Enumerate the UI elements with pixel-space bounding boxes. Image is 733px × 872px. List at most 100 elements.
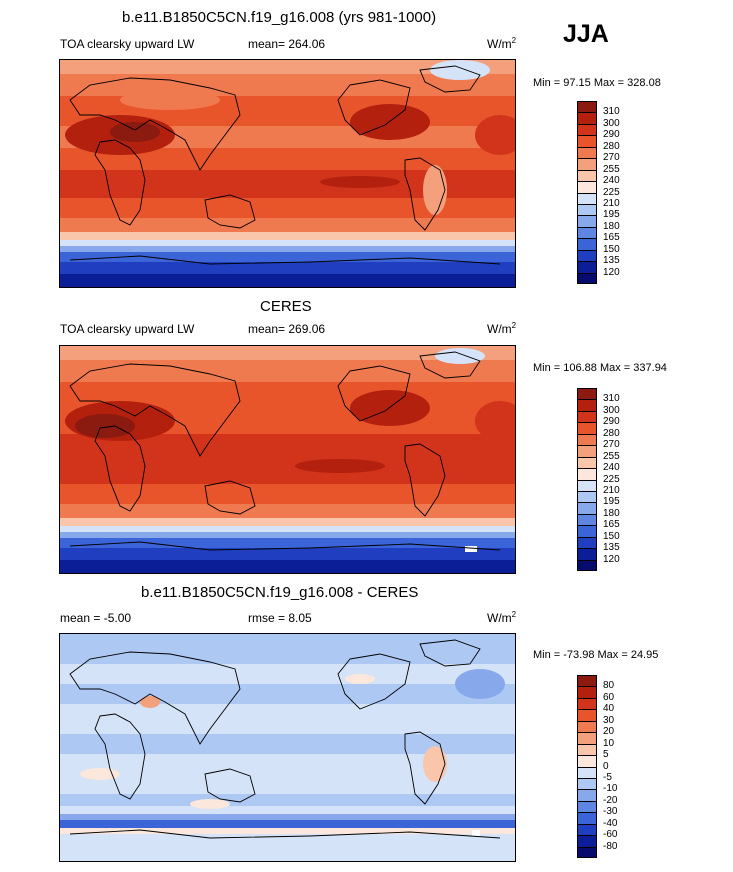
colorbar-tick-label: 150: [603, 530, 620, 542]
colorbar-swatch: [577, 490, 597, 503]
colorbar-tick-label: 255: [603, 163, 620, 175]
colorbar-tick-label: 195: [603, 496, 620, 508]
panel3-mean-label: mean = -5.00: [60, 611, 132, 625]
panel2-title: CERES: [260, 298, 312, 315]
panel3-unit-label: W/m2: [487, 610, 517, 625]
panel3-colorbar-frame: [577, 675, 597, 858]
colorbar-swatch: [577, 158, 597, 170]
panel2-colorbar-swatches: [577, 388, 597, 571]
panel2-unit-label: W/m2: [487, 321, 517, 336]
colorbar-tick-label: 280: [603, 140, 620, 152]
colorbar-tick-label: 290: [603, 129, 620, 141]
colorbar-swatch: [577, 755, 597, 767]
colorbar-tick-label: 135: [603, 255, 620, 267]
panel2-colorbar-frame: [577, 388, 597, 571]
colorbar-swatch: [577, 513, 597, 526]
colorbar-tick-label: 270: [603, 439, 620, 451]
colorbar-swatch: [577, 800, 597, 813]
colorbar-swatch: [577, 388, 597, 400]
colorbar-swatch: [577, 559, 597, 571]
colorbar-swatch: [577, 169, 597, 182]
panel1-colorbar-frame: [577, 101, 597, 284]
panel1-field-svg: [60, 60, 515, 287]
panel1-variable-label: TOA clearsky upward LW: [60, 37, 195, 51]
colorbar-tick-label: -30: [603, 806, 618, 818]
colorbar-tick-label: 120: [603, 266, 620, 278]
panel1-mean-label: mean= 264.06: [248, 37, 326, 51]
colorbar-swatch: [577, 101, 597, 113]
colorbar-swatch: [577, 502, 597, 514]
colorbar-tick-label: 120: [603, 553, 620, 565]
colorbar-swatch: [577, 835, 597, 847]
panel3-map: [59, 633, 516, 862]
colorbar-swatch: [577, 192, 597, 204]
colorbar-tick-label: 60: [603, 691, 615, 703]
colorbar-swatch: [577, 422, 597, 434]
colorbar-tick-label: 180: [603, 220, 620, 232]
colorbar-tick-label: -80: [603, 840, 618, 852]
colorbar-tick-label: 135: [603, 542, 620, 554]
colorbar-swatch: [577, 226, 597, 239]
colorbar-tick-label: 195: [603, 209, 620, 221]
panel3-minmax: Min = -73.98 Max = 24.95: [533, 649, 659, 661]
colorbar-tick-label: -40: [603, 817, 618, 829]
colorbar-swatch: [577, 468, 597, 480]
colorbar-swatch: [577, 709, 597, 721]
colorbar-swatch: [577, 823, 597, 836]
colorbar-swatch: [577, 272, 597, 284]
panel1-unit-label: W/m2: [487, 36, 517, 51]
season-label: JJA: [563, 20, 609, 48]
colorbar-swatch: [577, 675, 597, 687]
colorbar-tick-label: 5: [603, 749, 609, 761]
colorbar-swatch: [577, 410, 597, 423]
colorbar-swatch: [577, 203, 597, 216]
colorbar-tick-label: -60: [603, 829, 618, 841]
colorbar-tick-label: 225: [603, 473, 620, 485]
colorbar-tick-label: 165: [603, 519, 620, 531]
colorbar-tick-label: 165: [603, 232, 620, 244]
panel3-rmse-label: rmse = 8.05: [248, 611, 312, 625]
panel3-colorbar-swatches: [577, 675, 597, 858]
colorbar-tick-label: 150: [603, 243, 620, 255]
colorbar-tick-label: 255: [603, 450, 620, 462]
colorbar-tick-label: -20: [603, 794, 618, 806]
colorbar-tick-label: 240: [603, 175, 620, 187]
colorbar-swatch: [577, 445, 597, 457]
colorbar-swatch: [577, 766, 597, 778]
panel1-map: [59, 59, 516, 288]
colorbar-swatch: [577, 249, 597, 262]
colorbar-swatch: [577, 732, 597, 744]
colorbar-tick-label: 310: [603, 393, 620, 405]
colorbar-tick-label: 225: [603, 186, 620, 198]
colorbar-swatch: [577, 135, 597, 147]
colorbar-swatch: [577, 777, 597, 790]
panel2-variable-label: TOA clearsky upward LW: [60, 322, 195, 336]
colorbar-tick-label: 280: [603, 427, 620, 439]
colorbar-swatch: [577, 686, 597, 698]
colorbar-swatch: [577, 743, 597, 756]
colorbar-tick-label: 180: [603, 507, 620, 519]
panel2-field-svg: [60, 346, 515, 573]
panel3-field-svg: [60, 634, 515, 861]
panel2-mean-label: mean= 269.06: [248, 322, 326, 336]
colorbar-swatch: [577, 215, 597, 227]
colorbar-swatch: [577, 479, 597, 491]
panel1-colorbar-swatches: [577, 101, 597, 284]
panel1-minmax: Min = 97.15 Max = 328.08: [533, 77, 661, 89]
colorbar-tick-label: 270: [603, 152, 620, 164]
colorbar-tick-label: 0: [603, 760, 609, 772]
colorbar-swatch: [577, 720, 597, 733]
colorbar-swatch: [577, 433, 597, 446]
colorbar-swatch: [577, 525, 597, 537]
colorbar-swatch: [577, 123, 597, 136]
colorbar-swatch: [577, 261, 597, 273]
colorbar-swatch: [577, 536, 597, 549]
colorbar-tick-label: 290: [603, 416, 620, 428]
colorbar-swatch: [577, 399, 597, 411]
panel3-title: b.e11.B1850C5CN.f19_g16.008 - CERES: [141, 584, 419, 601]
colorbar-swatch: [577, 456, 597, 469]
colorbar-tick-label: 80: [603, 680, 615, 692]
colorbar-swatch: [577, 238, 597, 250]
colorbar-tick-label: -5: [603, 771, 612, 783]
colorbar-tick-label: 10: [603, 737, 615, 749]
